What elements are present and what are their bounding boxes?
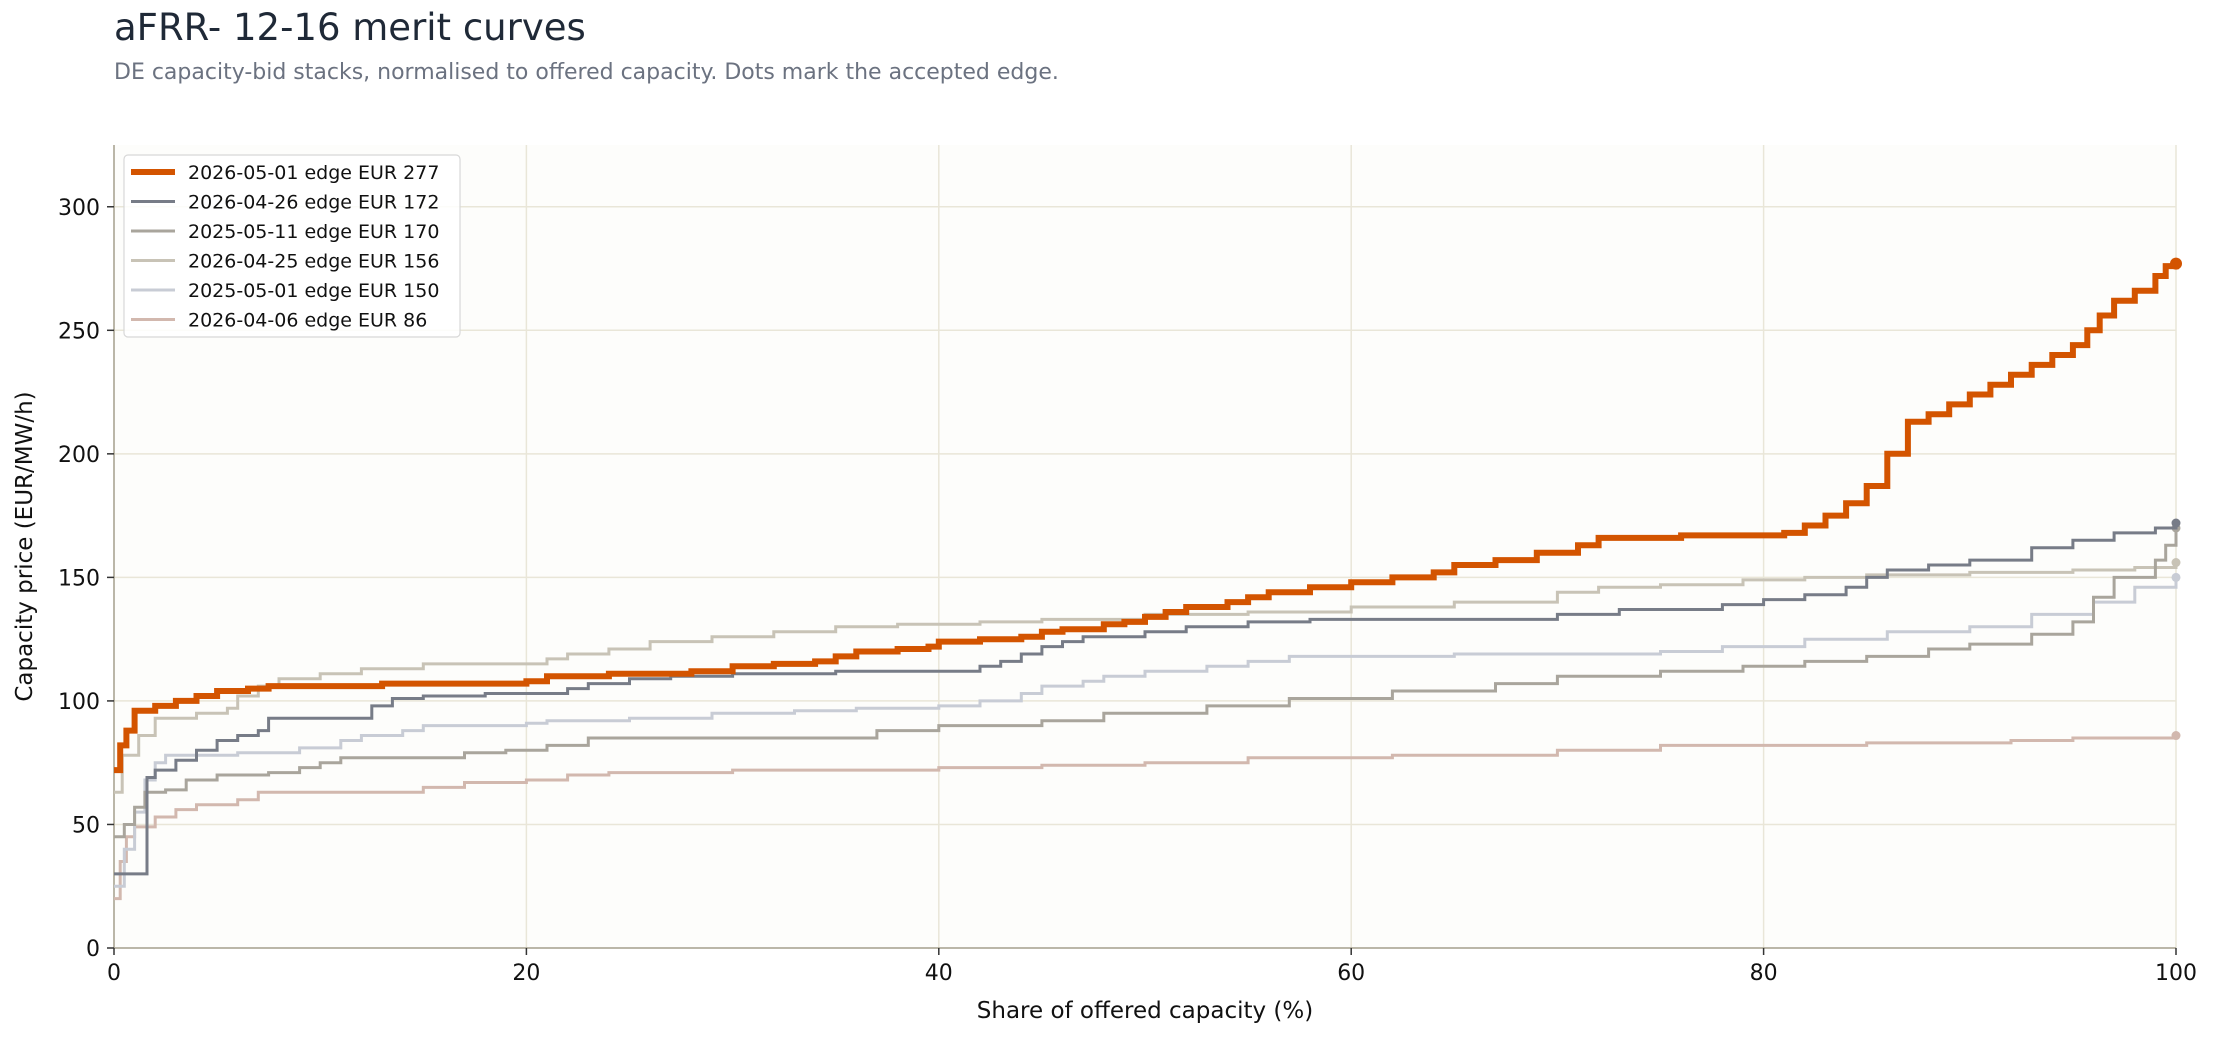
legend-entry: 2026-05-01 edge EUR 277 bbox=[188, 162, 439, 184]
legend: 2026-05-01 edge EUR 277 2026-04-26 edge E… bbox=[123, 154, 461, 338]
x-tick-label: 0 bbox=[107, 961, 121, 986]
legend-entry: 2026-04-25 edge EUR 156 bbox=[188, 251, 439, 273]
y-tick-label: 100 bbox=[58, 690, 100, 715]
series-line bbox=[114, 263, 2179, 774]
y-axis-label: Capacity price (EUR/MW/h) bbox=[12, 391, 38, 701]
series-line bbox=[114, 562, 2178, 794]
y-tick-label: 300 bbox=[58, 196, 100, 221]
x-tick-label: 100 bbox=[2155, 961, 2197, 986]
series-line bbox=[114, 523, 2178, 876]
accepted-edge-dot bbox=[2171, 518, 2181, 528]
y-tick-label: 250 bbox=[58, 319, 100, 344]
legend-entry: 2025-05-11 edge EUR 170 bbox=[188, 221, 439, 243]
tick-labels: 0 20 40 60 80 100 0 50 100 150 200 250 300 bbox=[58, 196, 2197, 986]
y-tick-label: 150 bbox=[58, 566, 100, 591]
x-tick-label: 20 bbox=[512, 961, 540, 986]
series-layer bbox=[114, 257, 2182, 901]
chart-subtitle: DE capacity-bid stacks, normalised to of… bbox=[114, 60, 1059, 85]
series-line bbox=[114, 577, 2178, 888]
series-line bbox=[114, 528, 2178, 839]
y-tick-label: 200 bbox=[58, 443, 100, 468]
accepted-edge-dot bbox=[2170, 257, 2182, 270]
legend-box bbox=[123, 154, 461, 338]
x-tick-label: 80 bbox=[1750, 961, 1778, 986]
grid bbox=[113, 145, 2177, 949]
legend-entry: 2025-05-01 edge EUR 150 bbox=[188, 280, 439, 302]
accepted-edge-dot bbox=[2171, 558, 2181, 568]
y-tick-label: 50 bbox=[72, 813, 100, 838]
chart-title: aFRR- 12-16 merit curves bbox=[114, 6, 586, 49]
axes bbox=[113, 145, 2176, 949]
series-line bbox=[114, 735, 2178, 901]
x-tick-label: 40 bbox=[925, 961, 953, 986]
y-tick-label: 0 bbox=[86, 937, 100, 962]
legend-entry: 2026-04-26 edge EUR 172 bbox=[188, 192, 439, 214]
accepted-edge-dot bbox=[2171, 731, 2181, 741]
accepted-edge-dot bbox=[2171, 572, 2181, 582]
x-axis-label: Share of offered capacity (%) bbox=[977, 998, 1313, 1024]
x-tick-label: 60 bbox=[1337, 961, 1365, 986]
legend-entry: 2026-04-06 edge EUR 86 bbox=[188, 310, 427, 332]
